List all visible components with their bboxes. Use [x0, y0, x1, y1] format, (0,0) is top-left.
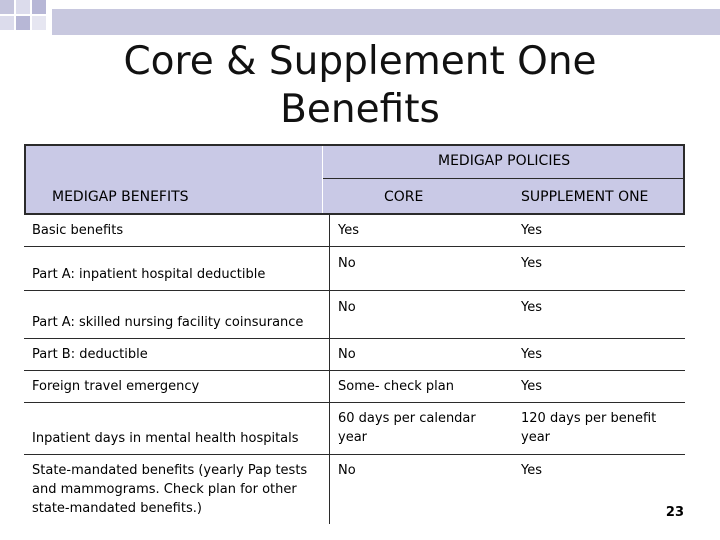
supplement-column-header: SUPPLEMENT ONE: [521, 189, 649, 205]
row-divider: [24, 246, 685, 247]
supplement-cell: Yes: [521, 223, 542, 238]
core-cell: Yes: [338, 223, 359, 238]
supplement-cell: Yes: [521, 256, 542, 271]
header-bar: [52, 9, 720, 35]
header-right-border: [683, 144, 685, 215]
row-divider: [24, 338, 685, 339]
header-divider: [323, 178, 685, 179]
supplement-cell: Yes: [521, 463, 542, 478]
slide-title: Core & Supplement One Benefits: [0, 38, 720, 134]
core-cell: No: [338, 300, 356, 315]
policies-group-header: MEDIGAP POLICIES: [438, 153, 571, 169]
benefits-table: MEDIGAP POLICIES MEDIGAP BENEFITS CORE S…: [24, 144, 685, 524]
deco-square: [32, 0, 46, 14]
deco-square: [0, 16, 14, 30]
benefit-cell: Part B: deductible: [32, 347, 148, 362]
supplement-cell: Yes: [521, 347, 542, 362]
deco-square: [32, 16, 46, 30]
benefit-cell: Basic benefits: [32, 223, 124, 238]
row-divider: [24, 290, 685, 291]
core-cell: 60 days per calendar year: [338, 411, 476, 445]
core-cell: No: [338, 463, 356, 478]
deco-square: [16, 16, 30, 30]
core-cell: No: [338, 256, 356, 271]
benefit-cell: Inpatient days in mental health hospital…: [32, 431, 299, 446]
benefits-header-bg: [24, 144, 322, 213]
row-divider: [24, 402, 685, 403]
header-left-border: [24, 144, 26, 215]
benefits-column-header: MEDIGAP BENEFITS: [52, 189, 189, 205]
core-column-header: CORE: [384, 189, 424, 205]
benefit-cell: State-mandated benefits (yearly Pap test…: [32, 463, 308, 516]
supplement-cell: 120 days per benefit year: [521, 411, 657, 445]
deco-square: [0, 0, 14, 14]
row-divider: [24, 370, 685, 371]
benefit-cell: Foreign travel emergency: [32, 379, 200, 394]
supplement-cell: Yes: [521, 300, 542, 315]
title-line-1: Core & Supplement One: [123, 39, 597, 84]
deco-square: [16, 0, 30, 14]
title-line-2: Benefits: [280, 87, 440, 132]
row-divider: [24, 454, 685, 455]
core-column-divider: [329, 215, 330, 524]
benefit-cell: Part A: inpatient hospital deductible: [32, 267, 266, 282]
benefit-cell: Part A: skilled nursing facility coinsur…: [32, 315, 304, 330]
core-cell: Some- check plan: [338, 379, 454, 394]
supplement-cell: Yes: [521, 379, 542, 394]
core-cell: No: [338, 347, 356, 362]
table-top-border: [24, 144, 685, 146]
page-number: 23: [665, 505, 684, 520]
decorative-header-graphic: [0, 0, 720, 35]
header-bottom-border: [24, 213, 685, 215]
